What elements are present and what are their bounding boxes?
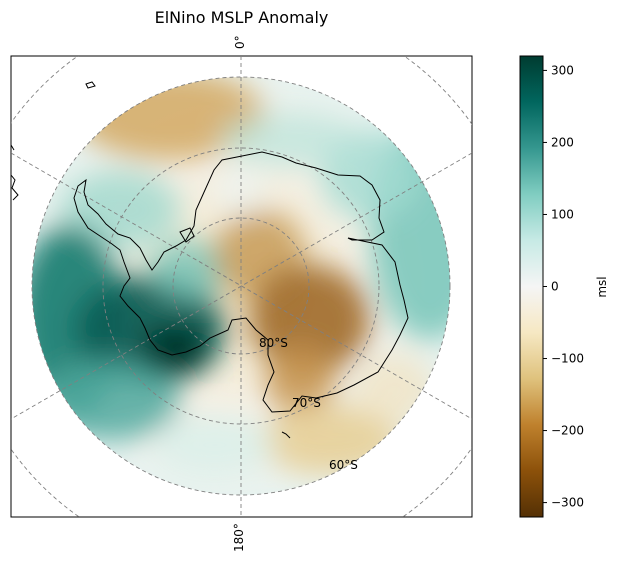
colorbar-tick-label: 200: [551, 135, 574, 149]
lat-label-80: 80°S: [259, 336, 288, 350]
lat-label-60: 60°S: [329, 458, 358, 472]
graticule: [11, 56, 472, 517]
map-title: ElNino MSLP Anomaly: [154, 8, 329, 27]
colorbar-tick-label: 100: [551, 207, 574, 221]
colorbar-tick-label: 300: [551, 63, 574, 77]
colorbar-ticks: 300 200 100 0 −100 −200 −300: [543, 63, 584, 510]
colorbar-gradient: [519, 55, 544, 518]
colorbar: 300 200 100 0 −100 −200 −300 msl: [519, 55, 609, 518]
coastline: [73, 151, 409, 413]
colorbar-tick-label: 0: [551, 280, 559, 294]
colorbar-tick-label: −300: [551, 496, 584, 510]
lat-label-70: 70°S: [292, 396, 321, 410]
colorbar-tick-label: −200: [551, 424, 584, 438]
coastline-outer: [11, 81, 291, 439]
colorbar-tick-label: −100: [551, 352, 584, 366]
colorbar-label: msl: [595, 276, 609, 297]
